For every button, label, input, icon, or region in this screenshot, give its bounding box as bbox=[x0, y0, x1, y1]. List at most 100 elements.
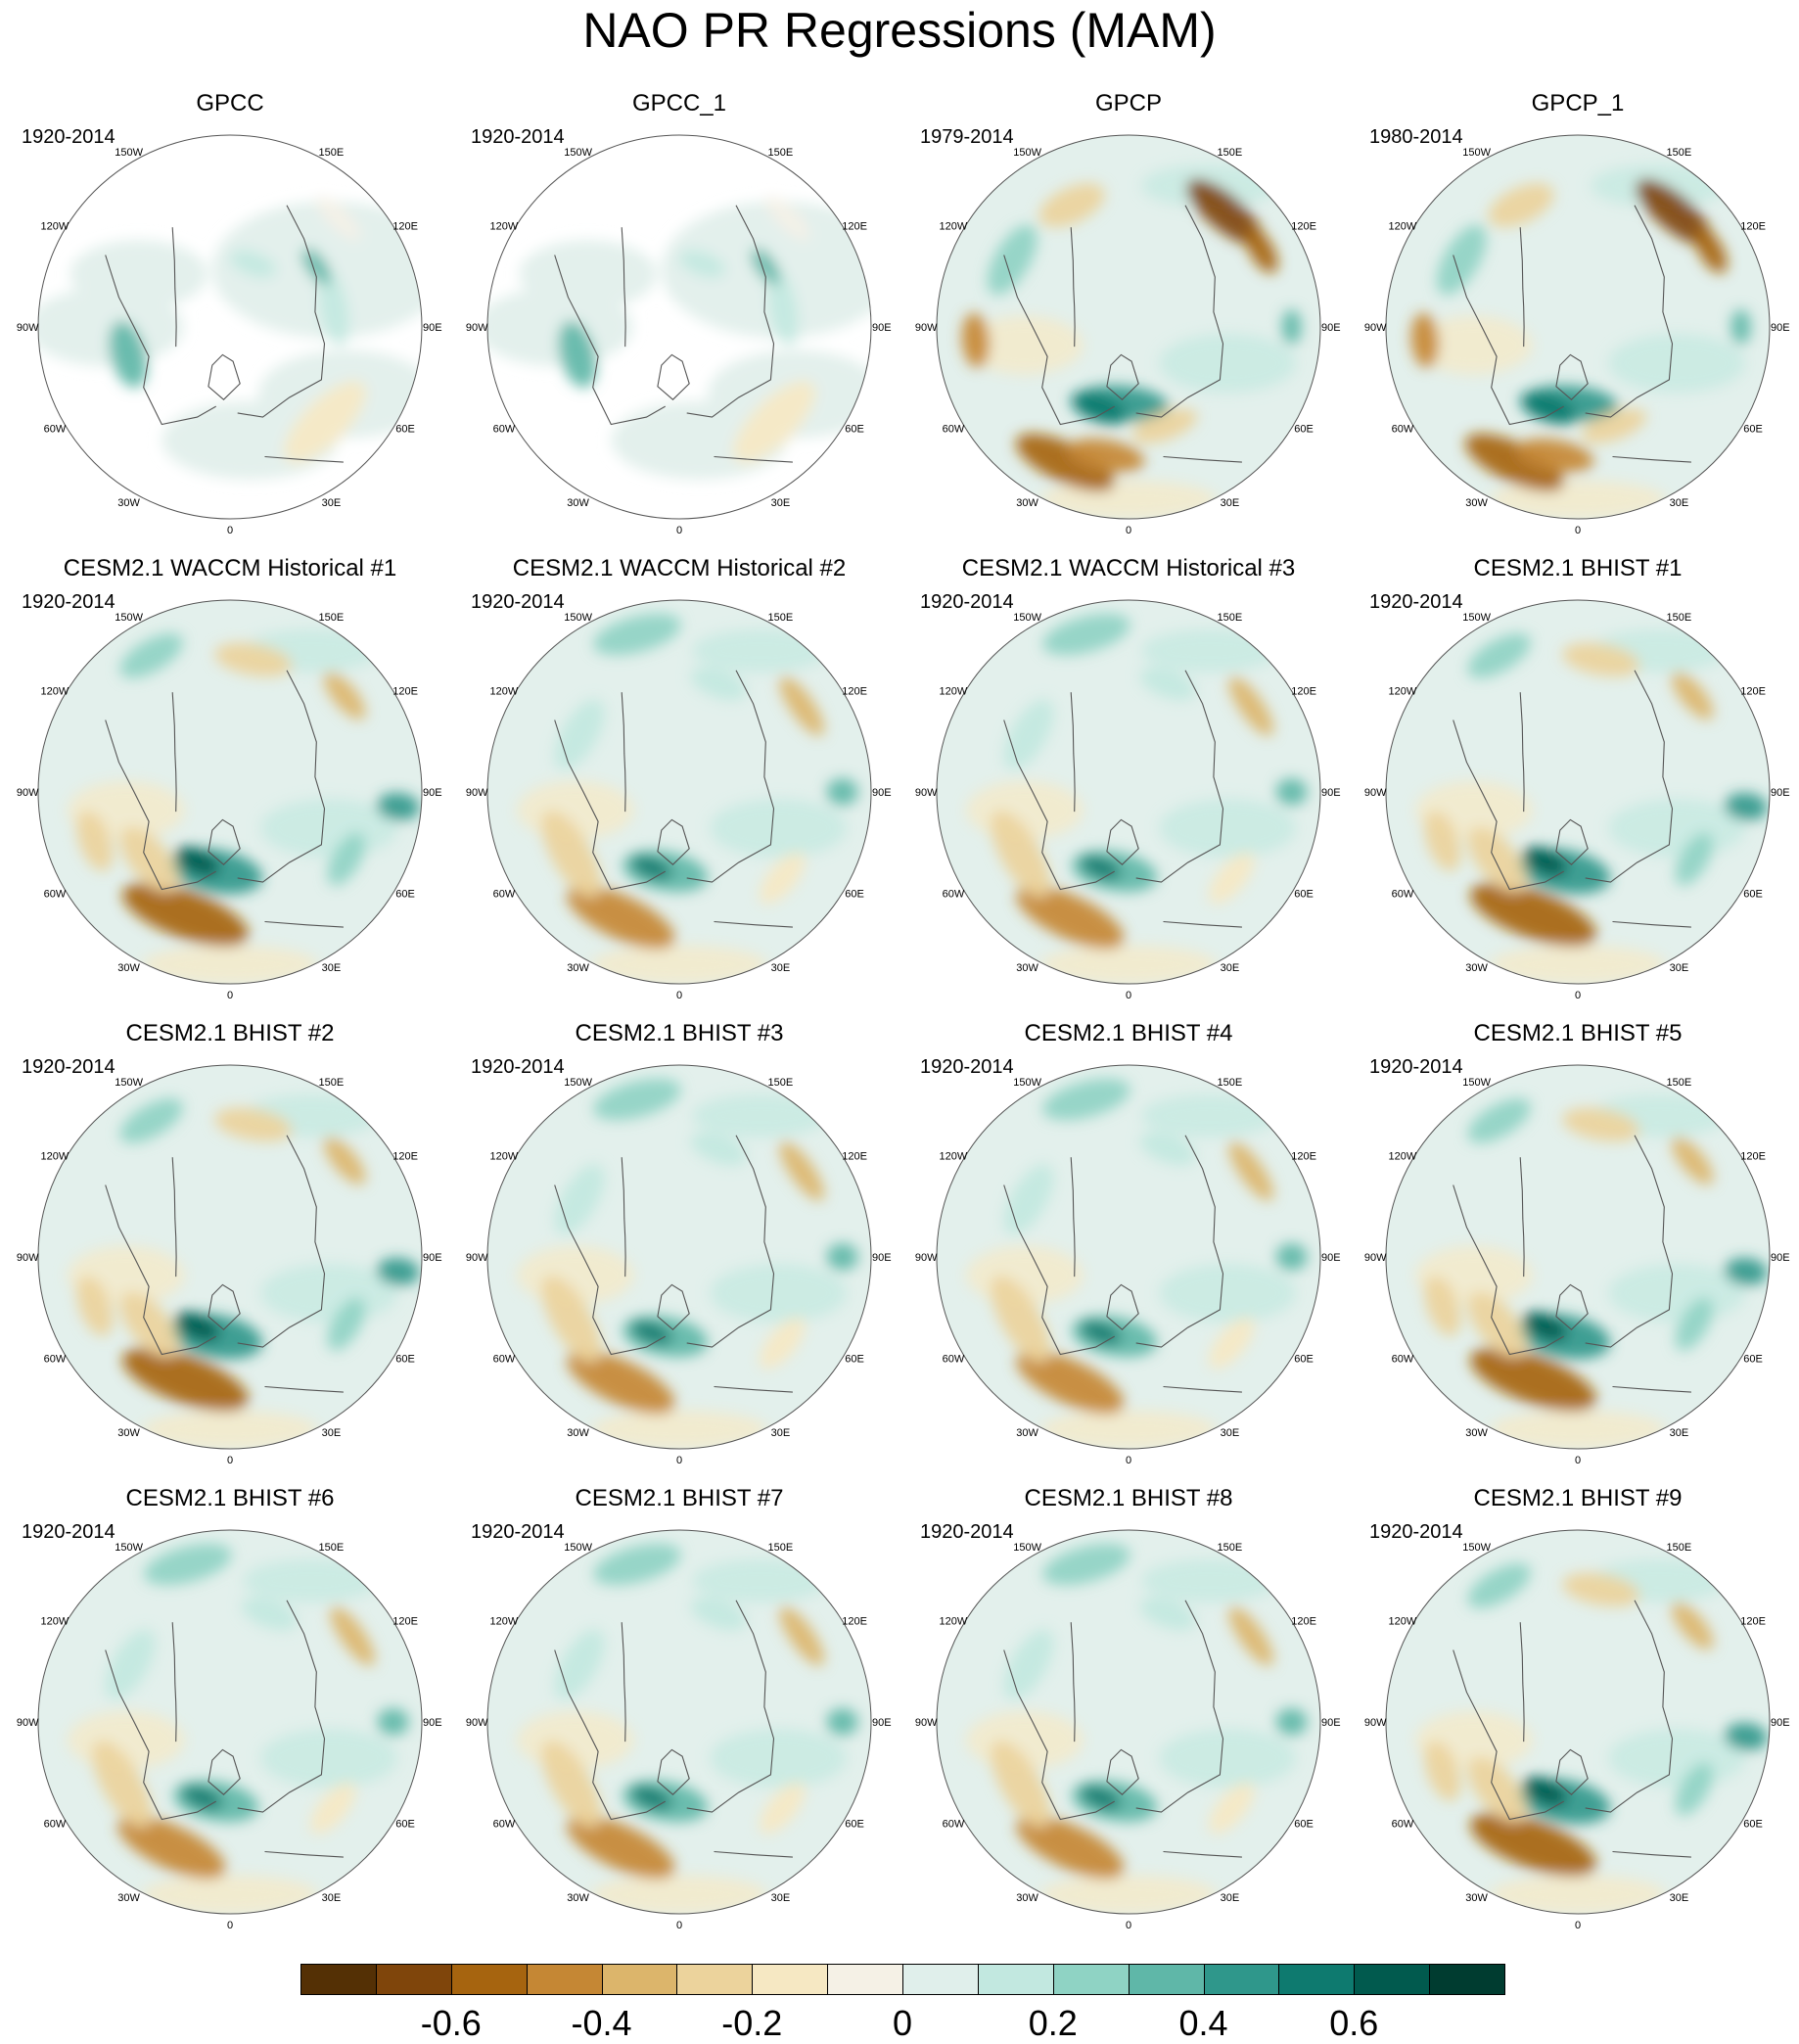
longitude-label: 90W bbox=[17, 787, 39, 799]
map-panel: CESM2.1 BHIST #81920-2014180150E120E90E6… bbox=[904, 1485, 1353, 1935]
polar-map: 180150E120E90E60E30E030W60W90W120W150W bbox=[1364, 1529, 1790, 1931]
colorbar-tick-label: -0.6 bbox=[420, 2003, 482, 2043]
polar-map: 180150E120E90E60E30E030W60W90W120W150W bbox=[466, 599, 892, 1001]
longitude-label: 60W bbox=[493, 1353, 516, 1365]
longitude-label: 150E bbox=[319, 1077, 345, 1089]
longitude-label: 150W bbox=[1013, 1077, 1041, 1089]
colorbar-swatch bbox=[902, 1964, 979, 1995]
longitude-label: 120E bbox=[392, 1151, 418, 1163]
longitude-label: 60E bbox=[395, 888, 415, 900]
longitude-label: 30E bbox=[1670, 497, 1689, 509]
longitude-label: 120E bbox=[1291, 1616, 1316, 1628]
panel-period: 1920-2014 bbox=[22, 1521, 115, 1543]
longitude-label: 60W bbox=[493, 888, 516, 900]
longitude-label: 60W bbox=[493, 423, 516, 435]
longitude-label: 0 bbox=[1126, 990, 1131, 1001]
longitude-label: 90W bbox=[915, 1717, 938, 1729]
colorbar-swatch bbox=[1354, 1964, 1431, 1995]
longitude-label: 30E bbox=[322, 497, 342, 509]
longitude-label: 150W bbox=[115, 1542, 143, 1554]
longitude-label: 30E bbox=[1670, 1892, 1689, 1904]
longitude-label: 150W bbox=[1013, 147, 1041, 159]
longitude-label: 90E bbox=[1771, 787, 1790, 799]
panel-period: 1979-2014 bbox=[920, 126, 1014, 148]
longitude-label: 120W bbox=[1389, 1616, 1417, 1628]
longitude-label: 30W bbox=[117, 497, 140, 509]
longitude-label: 120E bbox=[842, 221, 867, 233]
longitude-label: 30W bbox=[1465, 962, 1488, 974]
longitude-label: 90E bbox=[423, 322, 442, 334]
longitude-label: 150E bbox=[319, 612, 345, 624]
longitude-label: 0 bbox=[1575, 990, 1581, 1001]
longitude-label: 60E bbox=[1743, 1353, 1763, 1365]
longitude-label: 120W bbox=[490, 686, 519, 698]
longitude-label: 90W bbox=[1364, 787, 1387, 799]
polar-map: 180150E120E90E60E30E030W60W90W120W150W bbox=[466, 134, 892, 536]
longitude-label: 60E bbox=[1294, 888, 1314, 900]
longitude-label: 30W bbox=[1465, 1427, 1488, 1439]
colorbar-tick-label: 0.2 bbox=[1028, 2003, 1078, 2043]
longitude-label: 120E bbox=[842, 1616, 867, 1628]
longitude-label: 120W bbox=[490, 221, 519, 233]
longitude-label: 150W bbox=[115, 147, 143, 159]
panel-title: CESM2.1 BHIST #4 bbox=[1024, 1020, 1233, 1046]
polar-map: 180150E120E90E60E30E030W60W90W120W150W bbox=[17, 1064, 442, 1466]
longitude-label: 30W bbox=[1016, 1427, 1038, 1439]
longitude-label: 120W bbox=[940, 1151, 968, 1163]
longitude-label: 120E bbox=[1740, 686, 1766, 698]
longitude-label: 90E bbox=[1321, 322, 1341, 334]
longitude-label: 60E bbox=[845, 888, 864, 900]
polar-map: 180150E120E90E60E30E030W60W90W120W150W bbox=[17, 599, 442, 1001]
polar-map: 180150E120E90E60E30E030W60W90W120W150W bbox=[1364, 1064, 1790, 1466]
longitude-label: 150W bbox=[564, 612, 592, 624]
colorbar-swatch bbox=[827, 1964, 903, 1995]
polar-map: 180150E120E90E60E30E030W60W90W120W150W bbox=[915, 599, 1341, 1001]
panel-title: CESM2.1 WACCM Historical #3 bbox=[961, 555, 1296, 581]
longitude-label: 30W bbox=[567, 1427, 589, 1439]
longitude-label: 120E bbox=[1740, 1151, 1766, 1163]
longitude-label: 150E bbox=[319, 1542, 345, 1554]
panel-title: CESM2.1 BHIST #2 bbox=[125, 1020, 335, 1046]
longitude-label: 30E bbox=[771, 962, 791, 974]
panel-period: 1920-2014 bbox=[920, 591, 1014, 613]
longitude-label: 90E bbox=[872, 1717, 892, 1729]
longitude-label: 60E bbox=[1294, 1818, 1314, 1830]
longitude-label: 60E bbox=[1743, 423, 1763, 435]
longitude-label: 0 bbox=[676, 525, 682, 536]
colorbar-swatch bbox=[375, 1964, 452, 1995]
longitude-label: 90W bbox=[466, 787, 488, 799]
longitude-label: 120W bbox=[41, 1616, 69, 1628]
polar-map: 180150E120E90E60E30E030W60W90W120W150W bbox=[915, 134, 1341, 536]
map-panel: GPCP_11980-2014180150E120E90E60E30E030W6… bbox=[1354, 90, 1799, 540]
longitude-label: 60W bbox=[943, 1353, 965, 1365]
colorbar-swatch bbox=[1052, 1964, 1130, 1995]
longitude-label: 90W bbox=[1364, 1252, 1387, 1264]
longitude-label: 90E bbox=[423, 787, 442, 799]
longitude-label: 150E bbox=[1667, 612, 1692, 624]
longitude-label: 150E bbox=[1218, 1542, 1243, 1554]
longitude-label: 90W bbox=[1364, 1717, 1387, 1729]
longitude-label: 0 bbox=[676, 1455, 682, 1466]
colorbar-swatch bbox=[1429, 1964, 1505, 1995]
colorbar-swatch bbox=[526, 1964, 603, 1995]
longitude-label: 60E bbox=[1294, 423, 1314, 435]
longitude-label: 0 bbox=[1575, 1455, 1581, 1466]
longitude-label: 90E bbox=[1771, 1252, 1790, 1264]
longitude-label: 120E bbox=[1291, 1151, 1316, 1163]
longitude-label: 150E bbox=[1218, 1077, 1243, 1089]
longitude-label: 30E bbox=[322, 1892, 342, 1904]
longitude-label: 60E bbox=[845, 1353, 864, 1365]
longitude-label: 90W bbox=[17, 322, 39, 334]
map-panel: CESM2.1 WACCM Historical #11920-20141801… bbox=[6, 555, 454, 1005]
longitude-label: 30E bbox=[1670, 1427, 1689, 1439]
figure-title: NAO PR Regressions (MAM) bbox=[582, 3, 1217, 58]
longitude-label: 120W bbox=[41, 221, 69, 233]
colorbar-swatch bbox=[300, 1964, 377, 1995]
panel-period: 1920-2014 bbox=[471, 1521, 565, 1543]
longitude-label: 30E bbox=[1221, 962, 1240, 974]
longitude-label: 60E bbox=[1743, 1818, 1763, 1830]
longitude-label: 60E bbox=[845, 423, 864, 435]
panel-title: CESM2.1 BHIST #1 bbox=[1473, 555, 1683, 581]
longitude-label: 30W bbox=[1465, 1892, 1488, 1904]
polar-map: 180150E120E90E60E30E030W60W90W120W150W bbox=[1364, 134, 1790, 536]
